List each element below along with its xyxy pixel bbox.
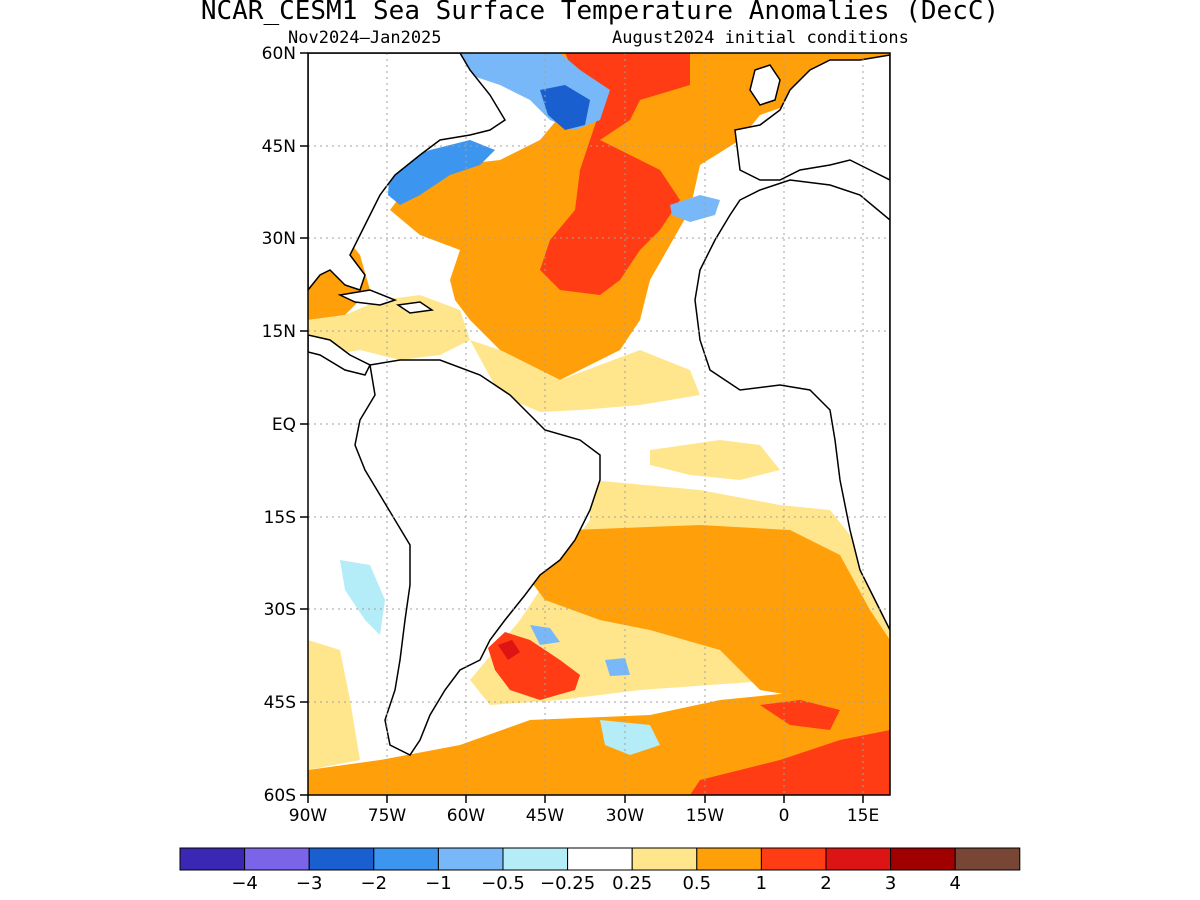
colorbar-swatch <box>373 847 439 871</box>
colorbar-swatch <box>954 847 1021 871</box>
lon-label-75w: 75W <box>368 806 407 826</box>
lon-label-45w: 45W <box>526 806 565 826</box>
anomaly-fields <box>308 53 890 795</box>
anomaly-region-west-south-weak <box>308 640 360 770</box>
colorbar-swatch <box>567 847 633 871</box>
map-title: NCAR_CESM1 Sea Surface Temperature Anoma… <box>200 0 1000 26</box>
colorbar-tick-label: −1 <box>425 873 452 894</box>
colorbar-swatch <box>308 847 375 871</box>
colorbar-tick-label: −0.5 <box>481 873 525 894</box>
anomaly-region-south-pacific-cool <box>340 560 385 635</box>
lat-label-15n: 15N <box>262 322 296 342</box>
lat-label-45n: 45N <box>262 137 296 157</box>
anomaly-region-caribbean-weak <box>308 295 470 360</box>
land-africa <box>694 179 890 631</box>
colorbar-tick-label: 0.5 <box>682 873 711 894</box>
lon-label-60w: 60W <box>447 806 486 826</box>
colorbar-tick-label: −2 <box>361 873 388 894</box>
anomaly-region-north-atlantic-hot <box>540 53 690 295</box>
colorbar-swatch <box>825 847 892 871</box>
colorbar-swatch <box>696 847 762 871</box>
colorbar-tick-label: 4 <box>949 873 960 894</box>
colorbar-tick-label: −3 <box>296 873 323 894</box>
land-cuba <box>337 289 398 306</box>
colorbar-tick-label: 3 <box>885 873 896 894</box>
land-central-america <box>308 334 372 376</box>
colorbar-tick-label: 1 <box>756 873 767 894</box>
lon-label-30w: 30W <box>606 806 645 826</box>
anomaly-region-subantarctic-cool <box>600 720 660 755</box>
colorbar-swatch <box>179 847 246 871</box>
anomaly-region-azores-cool <box>670 195 720 222</box>
colorbar-swatch <box>890 847 956 871</box>
lat-label-eq: EQ <box>272 415 296 435</box>
tick-marks <box>300 52 864 803</box>
lat-label-30n: 30N <box>262 229 296 249</box>
anomaly-region-south-atlantic-cool-2 <box>605 658 630 676</box>
longitude-labels: 90W 75W 60W 45W 30W 15W 0 15E <box>289 806 879 826</box>
lat-label-15s: 15S <box>264 508 296 528</box>
forecast-period-label: Nov2024–Jan2025 <box>288 28 442 48</box>
lat-label-60n: 60N <box>262 44 296 64</box>
colorbar-swatch <box>760 847 827 871</box>
colorbar-tick-label: 2 <box>820 873 831 894</box>
lat-label-45s: 45S <box>264 693 296 713</box>
lon-label-0: 0 <box>779 806 790 826</box>
land-south-america <box>354 359 601 756</box>
colorbar-swatch <box>244 847 310 871</box>
colorbar-swatch <box>631 847 698 871</box>
colorbar-swatch <box>437 847 504 871</box>
lat-label-30s: 30S <box>264 600 296 620</box>
lat-label-60s: 60S <box>264 786 296 806</box>
land-north-america <box>308 53 507 292</box>
initial-conditions-label: August2024 initial conditions <box>612 28 909 48</box>
anomaly-region-southern-warm <box>308 680 890 795</box>
colorbar-tick-label: −4 <box>231 873 258 894</box>
land-europe <box>734 54 890 181</box>
gridlines <box>308 53 890 795</box>
lon-label-15e: 15E <box>847 806 879 826</box>
colorbar-tick-label: 0.25 <box>612 873 652 894</box>
anomaly-region-tropical-weak <box>470 340 700 412</box>
anomaly-region-equatorial-weak <box>650 440 780 480</box>
anomaly-region-labrador-cold <box>540 85 590 130</box>
anomaly-region-south-atlantic-warm <box>530 525 890 700</box>
colorbar-legend: −4 −3 −2 −1 −0.5 −0.25 0.25 0.5 1 2 3 4 <box>179 847 1021 894</box>
land-british-isles <box>749 64 781 106</box>
anomaly-region-brazil-malvinas-core <box>498 640 520 660</box>
lon-label-15w: 15W <box>686 806 725 826</box>
colorbar-swatch <box>502 847 569 871</box>
land-hispaniola <box>395 301 435 314</box>
anomaly-region-southern-hot-east <box>760 700 840 730</box>
lon-label-90w: 90W <box>289 806 328 826</box>
anomaly-region-southern-hot <box>690 730 890 795</box>
latitude-labels: 60N 45N 30N 15N EQ 15S 30S 45S 60S <box>262 44 296 806</box>
colorbar-tick-label: −0.25 <box>540 873 595 894</box>
